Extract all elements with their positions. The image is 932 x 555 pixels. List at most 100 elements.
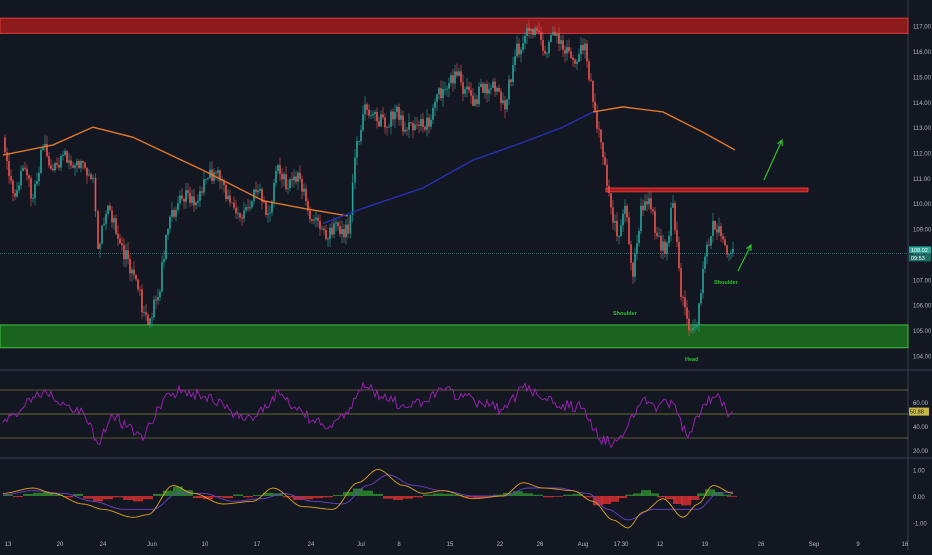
macd-histogram-bar: [573, 493, 583, 496]
candle-body: [644, 201, 646, 211]
price-tick-label: 105.00: [913, 329, 932, 335]
candle-body: [30, 178, 32, 199]
candle-body: [32, 198, 34, 199]
candle-body: [524, 35, 526, 44]
candle-body: [514, 56, 516, 66]
candle-body: [265, 201, 267, 215]
candle-body: [576, 61, 578, 64]
support-zone: [0, 324, 909, 349]
candle-body: [468, 86, 470, 91]
candle-body: [80, 160, 82, 168]
macd-histogram-bar: [553, 496, 563, 497]
candle-body: [141, 289, 143, 313]
x-axis-tick-label: 12: [657, 542, 664, 548]
candle-body: [323, 228, 325, 231]
candle-body: [496, 87, 498, 92]
candle-body: [366, 104, 368, 110]
candle-body: [285, 174, 287, 189]
x-axis-tick-label: 8: [397, 542, 401, 548]
macd-histogram-bar: [503, 492, 513, 496]
candle-body: [159, 291, 161, 298]
macd-histogram-bar: [705, 489, 715, 496]
candle-body: [548, 42, 550, 54]
candle-body: [16, 190, 18, 197]
candle-body: [145, 312, 147, 315]
candle-body: [54, 163, 56, 171]
candle-body: [319, 220, 321, 229]
candle-body: [139, 289, 141, 291]
candle-body: [199, 191, 201, 201]
macd-histogram-bar: [123, 496, 133, 500]
candle-body: [572, 57, 574, 60]
candle-body: [253, 189, 255, 202]
candle-body: [101, 225, 103, 244]
candle-body: [193, 196, 195, 206]
candle-body: [76, 160, 78, 166]
candle-body: [566, 47, 568, 54]
candle-body: [343, 229, 345, 238]
candle-body: [568, 47, 570, 52]
candle-body: [502, 100, 504, 104]
resistance-zone: [0, 17, 909, 34]
pattern-annotation-label: Head: [685, 357, 698, 363]
candle-body: [189, 193, 191, 203]
candle-body: [34, 183, 36, 199]
macd-histogram-bar: [333, 494, 343, 496]
candle-body: [109, 205, 111, 211]
macd-histogram-bar: [713, 492, 723, 496]
macd-histogram-bar: [443, 493, 453, 496]
candle-body: [321, 228, 323, 230]
candle-body: [636, 243, 638, 254]
price-tick-label: 113.00: [913, 126, 932, 132]
candle-body: [450, 75, 452, 83]
candle-body: [460, 71, 462, 83]
candle-body: [696, 324, 698, 327]
macd-histogram-bar: [243, 496, 253, 498]
x-axis-tick-label: 10: [202, 542, 209, 548]
candle-body: [408, 122, 410, 130]
candle-body: [730, 252, 732, 254]
macd-histogram-bar: [673, 496, 683, 504]
candle-body: [462, 82, 464, 94]
rsi-tick-label: 60.00: [913, 401, 929, 407]
candle-body: [245, 207, 247, 211]
candle-body: [119, 238, 121, 244]
candle-body: [562, 40, 564, 50]
candle-body: [241, 217, 243, 219]
candle-body: [590, 79, 592, 81]
candle-body: [658, 235, 660, 237]
candle-body: [171, 209, 173, 217]
candle-body: [301, 178, 303, 192]
macd-line: [2, 468, 734, 529]
candle-body: [388, 126, 390, 128]
candle-body: [179, 195, 181, 204]
price-tick-label: 110.00: [913, 202, 932, 208]
macd-histogram-bar: [543, 496, 553, 498]
candle-body: [486, 84, 488, 94]
candle-body: [722, 236, 724, 240]
macd-histogram-bar: [133, 496, 143, 502]
candle-body: [676, 230, 678, 242]
candle-body: [225, 185, 227, 200]
candle-body: [261, 188, 263, 202]
candle-body: [556, 33, 558, 36]
candle-body: [474, 99, 476, 106]
candle-body: [165, 235, 167, 259]
candle-body: [626, 205, 628, 218]
macd-tick-label: -1.00: [913, 522, 927, 528]
candle-body: [231, 202, 233, 204]
candle-body: [732, 248, 734, 253]
macd-histogram-bar: [453, 494, 463, 496]
candle-body: [650, 198, 652, 210]
candle-body: [169, 216, 171, 229]
candle-body: [52, 168, 54, 171]
candle-body: [546, 53, 548, 55]
candle-body: [708, 244, 710, 246]
candle-body: [26, 168, 28, 176]
candle-body: [251, 201, 253, 208]
candle-body: [82, 160, 84, 163]
candle-body: [712, 220, 714, 237]
candle-body: [592, 80, 594, 102]
candle-body: [584, 43, 586, 51]
candle-body: [416, 124, 418, 126]
